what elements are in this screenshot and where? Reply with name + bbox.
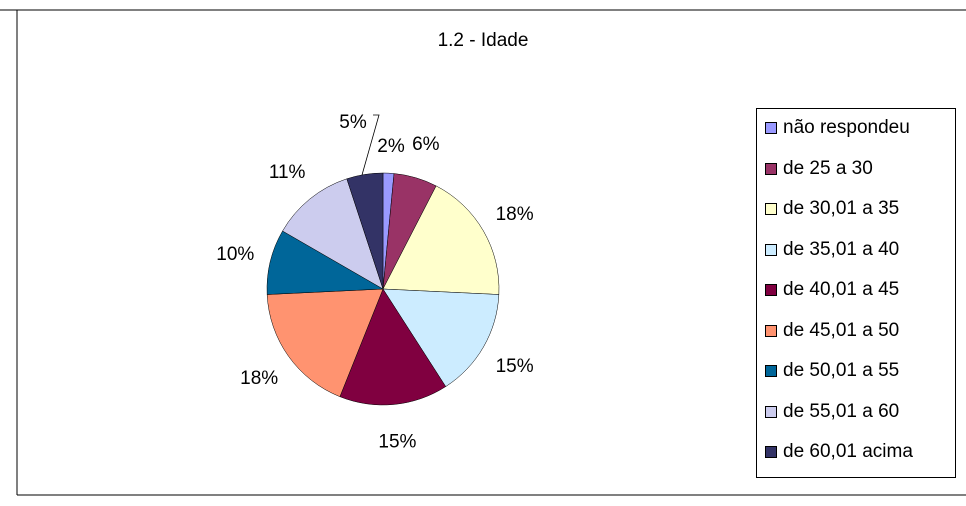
pie-label-3: 18% (496, 204, 534, 225)
pie-chart (266, 172, 500, 406)
legend-swatch (765, 203, 777, 215)
legend-swatch (765, 162, 777, 175)
pie-label-9: 5% (339, 112, 367, 133)
legend-item-6: de 45,01 a 50 (765, 320, 899, 342)
legend-item-4: de 35,01 a 40 (765, 239, 899, 261)
legend-item-8: de 55,01 a 60 (765, 401, 899, 423)
pie-label-7: 10% (216, 244, 254, 265)
legend-label: de 45,01 a 50 (783, 319, 900, 341)
legend-label: de 50,01 a 55 (783, 360, 900, 381)
pie-slice-9 (346, 172, 384, 290)
legend-label: de 55,01 a 60 (783, 400, 900, 422)
legend-label: não respondeu (783, 117, 910, 138)
pie-slice-6 (266, 288, 384, 398)
pie-label-1: 2% (377, 136, 405, 157)
pie-slice-4 (382, 288, 500, 387)
pie-slice-8 (282, 178, 384, 290)
legend-label: de 30,01 a 35 (783, 198, 900, 219)
legend-label: de 40,01 a 45 (783, 279, 900, 300)
pie-label-6: 18% (240, 368, 278, 389)
pie-labels: 2% 6% 18% 15% 15% 18% 10% 11% 5% (216, 112, 533, 452)
legend-swatch (765, 324, 777, 337)
legend-item-1: não respondeu (765, 117, 910, 139)
legend-swatch (765, 405, 777, 418)
legend-item-2: de 25 a 30 (765, 158, 873, 180)
pie-label-5: 15% (378, 431, 416, 452)
pie-label-8: 11% (269, 162, 306, 183)
chart-title: 1.2 - Idade (437, 30, 529, 51)
legend-swatch (765, 243, 777, 256)
legend: não respondeu de 25 a 30 de 30,01 a 35 de 3… (756, 108, 956, 478)
leader-line-9 (361, 114, 380, 176)
legend-item-5: de 40,01 a 45 (765, 279, 899, 301)
legend-item-7: de 50,01 a 55 (765, 360, 899, 382)
legend-label: de 35,01 a 40 (783, 238, 900, 260)
legend-swatch (765, 122, 777, 134)
legend-swatch (765, 284, 777, 296)
pie-label-2: 6% (412, 134, 440, 155)
pie-label-4: 15% (496, 356, 534, 377)
pie-slice-3 (382, 185, 500, 295)
legend-swatch (765, 446, 777, 458)
pie-slice-5 (339, 288, 447, 406)
legend-item-3: de 30,01 a 35 (765, 198, 899, 220)
legend-label: de 60,01 acima (783, 441, 913, 462)
legend-label: de 25 a 30 (783, 157, 873, 179)
legend-item-9: de 60,01 acima (765, 441, 913, 463)
legend-swatch (765, 365, 777, 377)
